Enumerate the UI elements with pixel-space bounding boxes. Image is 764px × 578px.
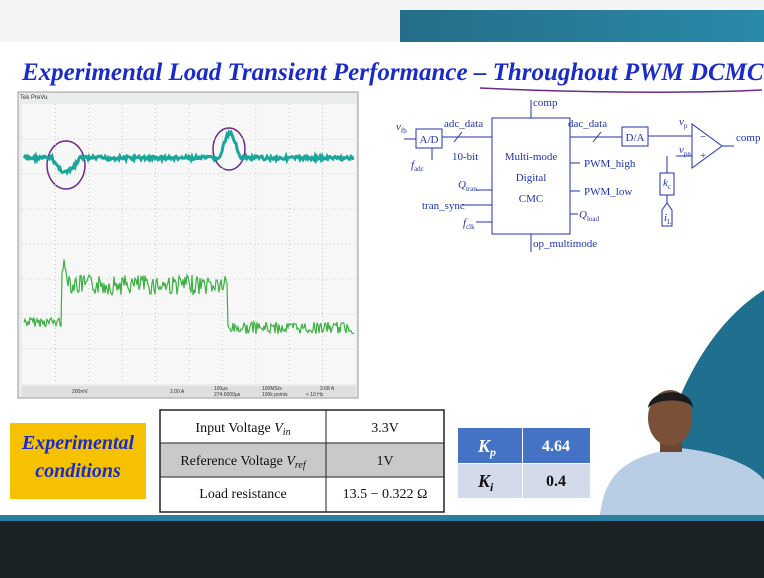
conditions-label: conditions <box>35 460 121 482</box>
label-text: CMC <box>519 193 543 205</box>
row-value: 1V <box>376 454 393 469</box>
label-text: op_multimode <box>533 238 597 250</box>
gain-value: 0.4 <box>546 473 566 490</box>
label-text: Q <box>579 209 587 221</box>
row-name: Load resistance <box>199 487 286 502</box>
diagram-label: CMC <box>519 193 543 205</box>
diagram-label: A/D <box>420 134 439 146</box>
conditions: Experimental conditions Input Voltage Vi… <box>10 410 444 512</box>
label-subscript: p <box>684 122 688 130</box>
label-text: + <box>700 150 706 162</box>
diagram-label: − <box>700 131 706 143</box>
label-text: − <box>700 131 706 143</box>
diagram-label: comp <box>736 132 761 144</box>
scope-header: Tek PreVu <box>20 95 47 101</box>
diagram-label: adc_data <box>444 118 483 130</box>
label-subscript: pn <box>684 150 692 158</box>
top-bar-left <box>0 8 400 42</box>
scope-readout: 274.6000μs <box>214 392 241 398</box>
label-text: Digital <box>516 172 547 184</box>
diagram-label: + <box>700 150 706 162</box>
label-text: PWM_high <box>584 158 636 170</box>
gain-value: 4.64 <box>542 438 570 455</box>
label-subscript: adc <box>414 165 424 173</box>
label-text: 10-bit <box>452 151 478 163</box>
diagram-label: PWM_high <box>584 158 636 170</box>
scope-readout: 200mV <box>72 389 89 395</box>
row-name: Reference Voltage Vref <box>180 454 307 471</box>
conditions-label: Experimental <box>21 432 135 454</box>
subscript: ref <box>295 460 307 471</box>
slide-title: Experimental Load Transient Performance … <box>21 59 764 86</box>
row-name-text: Input Voltage <box>195 421 274 436</box>
scope-readout: 2.00 A <box>170 389 185 395</box>
label-subscript: load <box>587 215 600 223</box>
bottom-bar <box>0 515 764 578</box>
scope-readout: < 10 Hz <box>306 392 324 398</box>
label-text: comp <box>736 132 761 144</box>
diagram-label: tran_sync <box>422 200 465 212</box>
label-text: A/D <box>420 134 439 146</box>
diagram-label: D/A <box>626 132 645 144</box>
label-text: PWM_low <box>584 186 632 198</box>
label-subscript: fb <box>401 127 407 135</box>
row-name: Input Voltage Vin <box>195 421 290 438</box>
row-name-text: Reference Voltage <box>180 454 286 469</box>
scope-readout: 100k points <box>262 392 288 398</box>
diagram-label: comp <box>533 97 558 109</box>
label-text: tran_sync <box>422 200 465 212</box>
slide: Experimental Load Transient Performance … <box>0 0 764 578</box>
subscript: p <box>489 445 496 459</box>
bottom-stripe <box>0 515 764 521</box>
label-text: comp <box>533 97 558 109</box>
label-text: Q <box>458 179 466 191</box>
label-text: D/A <box>626 132 645 144</box>
row-value: 13.5 − 0.322 Ω <box>343 487 428 502</box>
label-subscript: c <box>668 183 671 191</box>
diagram-label: PWM_low <box>584 186 632 198</box>
label-subscript: tran <box>466 185 477 193</box>
diagram-label: dac_data <box>568 118 607 130</box>
diagram-label: Digital <box>516 172 547 184</box>
label-subscript: L <box>667 218 671 226</box>
label-text: Multi-mode <box>505 151 558 163</box>
page: Experimental Load Transient Performance … <box>0 0 764 578</box>
diagram-label: op_multimode <box>533 238 597 250</box>
diagram-label: 10-bit <box>452 151 478 163</box>
label-subscript: clk <box>466 223 475 231</box>
label-text: adc_data <box>444 118 483 130</box>
label-text: dac_data <box>568 118 607 130</box>
row-value: 3.3V <box>371 421 399 436</box>
diagram-label: Multi-mode <box>505 151 558 163</box>
subscript: in <box>283 427 291 438</box>
gains: Kp Ki 4.64 0.4 <box>458 428 590 498</box>
